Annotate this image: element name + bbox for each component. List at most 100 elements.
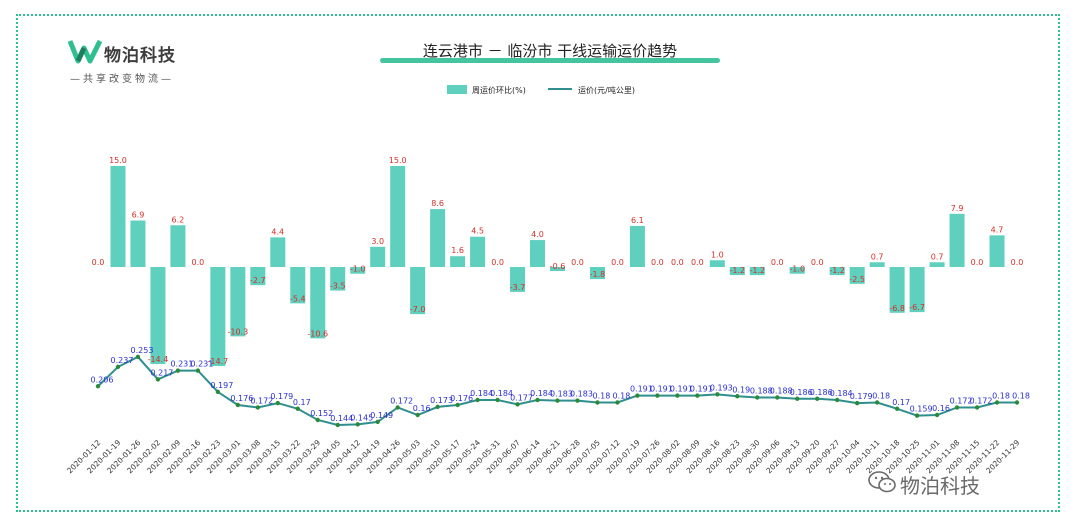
price-point-2020-07-05 bbox=[595, 400, 600, 405]
bar-label-2020-07-05: -1.8 bbox=[590, 270, 606, 279]
price-point-2020-03-22 bbox=[295, 406, 300, 411]
price-label-2020-05-24: 0.184 bbox=[470, 389, 493, 398]
bar-2020-02-02 bbox=[150, 267, 166, 364]
dotted-frame bbox=[16, 14, 1060, 512]
bar-label-2020-08-23: -1.2 bbox=[729, 266, 745, 275]
bar-label-2020-01-19: 15.0 bbox=[109, 156, 127, 165]
bar-label-2020-11-15: 0.0 bbox=[971, 258, 984, 267]
price-label-2020-10-25: 0.159 bbox=[910, 405, 933, 414]
bar-2020-04-12 bbox=[350, 267, 366, 274]
bar-2020-01-26 bbox=[130, 220, 146, 267]
price-label-2020-08-16: 0.193 bbox=[710, 383, 733, 392]
price-label-2020-07-26: 0.191 bbox=[650, 385, 673, 394]
price-point-2020-04-19 bbox=[375, 419, 380, 425]
price-label-2020-06-14: 0.184 bbox=[530, 389, 553, 398]
legend-bar-swatch bbox=[447, 85, 467, 94]
price-label-2020-05-17: 0.176 bbox=[450, 394, 473, 403]
bar-label-2020-05-17: 1.6 bbox=[451, 246, 464, 255]
price-point-2020-11-01 bbox=[934, 412, 940, 418]
price-label-2020-04-26: 0.172 bbox=[390, 397, 413, 406]
wechat-icon bbox=[868, 471, 896, 493]
price-label-2020-02-09: 0.231 bbox=[170, 360, 193, 369]
bar-label-2020-08-30: -1.2 bbox=[749, 266, 765, 275]
legend: 周运价环比(%) 运价(元/吨公里) bbox=[447, 85, 635, 95]
price-point-2020-10-18 bbox=[894, 406, 900, 411]
bar-label-2020-05-31: 0.0 bbox=[491, 258, 504, 267]
price-label-2020-04-19: 0.149 bbox=[370, 411, 393, 420]
bar-label-2020-09-27: -1.2 bbox=[829, 266, 845, 275]
price-label-2020-08-23: 0.19 bbox=[732, 385, 750, 394]
bar-label-2020-10-11: 0.7 bbox=[871, 252, 884, 261]
price-point-2020-11-15 bbox=[974, 405, 980, 410]
company-logo: 物泊科技 —共享改变物流— bbox=[68, 38, 198, 88]
price-point-2020-02-16 bbox=[195, 368, 201, 373]
bar-label-2020-08-16: 1.0 bbox=[711, 250, 724, 259]
bar-label-2020-03-29: -10.6 bbox=[307, 329, 328, 338]
price-point-2020-10-04 bbox=[854, 400, 860, 406]
bar-2020-09-13 bbox=[789, 267, 805, 274]
bar-label-2020-05-24: 4.5 bbox=[471, 227, 484, 236]
bar-label-2020-10-25: -6.7 bbox=[909, 303, 925, 312]
bar-label-2020-09-20: 0.0 bbox=[811, 258, 824, 267]
bar-label-2020-03-08: -2.7 bbox=[250, 276, 266, 285]
bar-2020-11-08 bbox=[949, 213, 965, 267]
price-point-2020-07-19 bbox=[635, 393, 640, 398]
bar-label-2020-09-06: 0.0 bbox=[771, 258, 784, 267]
bar-2020-10-11 bbox=[869, 262, 885, 267]
price-label-2020-07-05: 0.18 bbox=[593, 392, 611, 401]
price-label-2020-03-22: 0.17 bbox=[293, 398, 311, 407]
price-label-2020-05-31: 0.184 bbox=[490, 389, 513, 398]
price-point-2020-03-01 bbox=[235, 402, 241, 408]
bar-label-2020-11-22: 4.7 bbox=[991, 225, 1004, 234]
price-label-2020-09-13: 0.186 bbox=[790, 388, 813, 397]
bar-label-2020-11-29: 0.0 bbox=[1011, 258, 1024, 267]
bar-label-2020-07-19: 6.1 bbox=[631, 216, 644, 225]
bar-2020-10-25 bbox=[909, 267, 925, 313]
price-point-2020-07-26 bbox=[655, 393, 660, 398]
price-label-2020-09-06: 0.188 bbox=[770, 387, 793, 396]
bar-label-2020-04-26: 15.0 bbox=[389, 156, 407, 165]
price-point-2020-08-09 bbox=[695, 393, 700, 398]
price-label-2020-01-19: 0.237 bbox=[111, 356, 134, 365]
bar-2020-03-22 bbox=[290, 267, 306, 304]
bar-2020-02-09 bbox=[170, 225, 186, 267]
bar-label-2020-10-18: -6.8 bbox=[889, 304, 905, 313]
bar-2020-05-24 bbox=[470, 236, 486, 267]
bar-2020-08-23 bbox=[729, 267, 745, 276]
bar-label-2020-09-13: -1.0 bbox=[789, 265, 805, 274]
bar-2020-03-15 bbox=[270, 237, 286, 267]
price-point-2020-10-11 bbox=[874, 400, 880, 405]
price-label-2020-07-12: 0.18 bbox=[613, 392, 631, 401]
price-point-2020-04-12 bbox=[355, 422, 360, 427]
price-label-2020-08-09: 0.191 bbox=[690, 385, 713, 394]
bar-2020-06-14 bbox=[530, 240, 546, 267]
bar-2020-11-22 bbox=[989, 235, 1005, 267]
price-label-2020-07-19: 0.191 bbox=[630, 385, 653, 394]
bar-label-2020-07-12: 0.0 bbox=[611, 258, 624, 267]
bar-label-2020-04-19: 3.0 bbox=[371, 237, 384, 246]
price-point-2020-05-03 bbox=[415, 412, 420, 418]
price-point-2020-02-23 bbox=[215, 389, 221, 395]
bar-2020-06-21 bbox=[550, 267, 565, 272]
price-point-2020-06-14 bbox=[535, 397, 540, 403]
price-point-2020-08-23 bbox=[735, 394, 740, 399]
price-point-2020-06-07 bbox=[515, 402, 520, 407]
bar-2020-05-03 bbox=[410, 267, 426, 315]
bar-label-2020-04-05: -3.5 bbox=[330, 282, 346, 291]
price-label-2020-01-12: 0.206 bbox=[91, 375, 114, 384]
price-point-2020-01-12 bbox=[95, 384, 101, 389]
price-label-2020-11-22: 0.18 bbox=[992, 392, 1010, 401]
price-label-2020-06-28: 0.183 bbox=[570, 390, 593, 399]
bar-2020-04-26 bbox=[390, 166, 406, 267]
bar-label-2020-04-12: -1.0 bbox=[350, 265, 366, 274]
price-point-2020-09-27 bbox=[834, 397, 840, 403]
price-label-2020-08-30: 0.188 bbox=[750, 387, 773, 396]
bar-2020-05-10 bbox=[430, 209, 446, 267]
price-point-2020-09-20 bbox=[815, 396, 820, 401]
bar-2020-11-01 bbox=[929, 262, 945, 267]
price-point-2020-11-22 bbox=[994, 400, 1000, 405]
price-label-2020-11-01: 0.16 bbox=[932, 404, 950, 413]
price-label-2020-11-08: 0.172 bbox=[950, 397, 973, 406]
price-point-2020-04-26 bbox=[395, 405, 400, 410]
